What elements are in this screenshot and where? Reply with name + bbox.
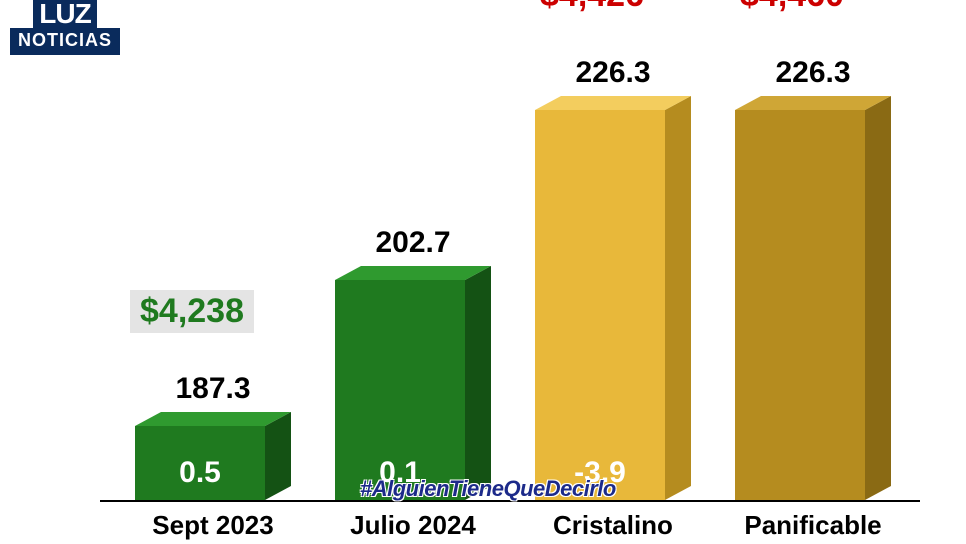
bar-x-label: Julio 2024 [315,510,511,541]
bar-front [535,110,665,500]
bar-x-label: Sept 2023 [115,510,311,541]
bar-x-label: Cristalino [515,510,711,541]
bar-x-label: Panificable [715,510,911,541]
bar-side [865,96,891,500]
bar-price-label: $4,426 [530,0,654,17]
bar-top [535,96,691,110]
bar-chart: 0.5187.3$4,238Sept 20230.1202.7Julio 202… [100,0,920,544]
bar-top [335,266,491,280]
hashtag: #AlguienTieneQueDecirlo [360,476,616,502]
bar-front [735,110,865,500]
bar-price-label: $4,238 [130,290,254,333]
bar-value-label: 187.3 [125,372,301,406]
bar-inner-label: 0.5 [135,456,265,490]
logo-top: LUZ [33,0,96,28]
bar-price-label: $4,460 [730,0,854,17]
bar-top [135,412,291,426]
bar-value-label: 226.3 [725,56,901,90]
bar-value-label: 226.3 [525,56,701,90]
bar-side [465,266,491,500]
bar-side [665,96,691,500]
bar-value-label: 202.7 [325,226,501,260]
bar-top [735,96,891,110]
